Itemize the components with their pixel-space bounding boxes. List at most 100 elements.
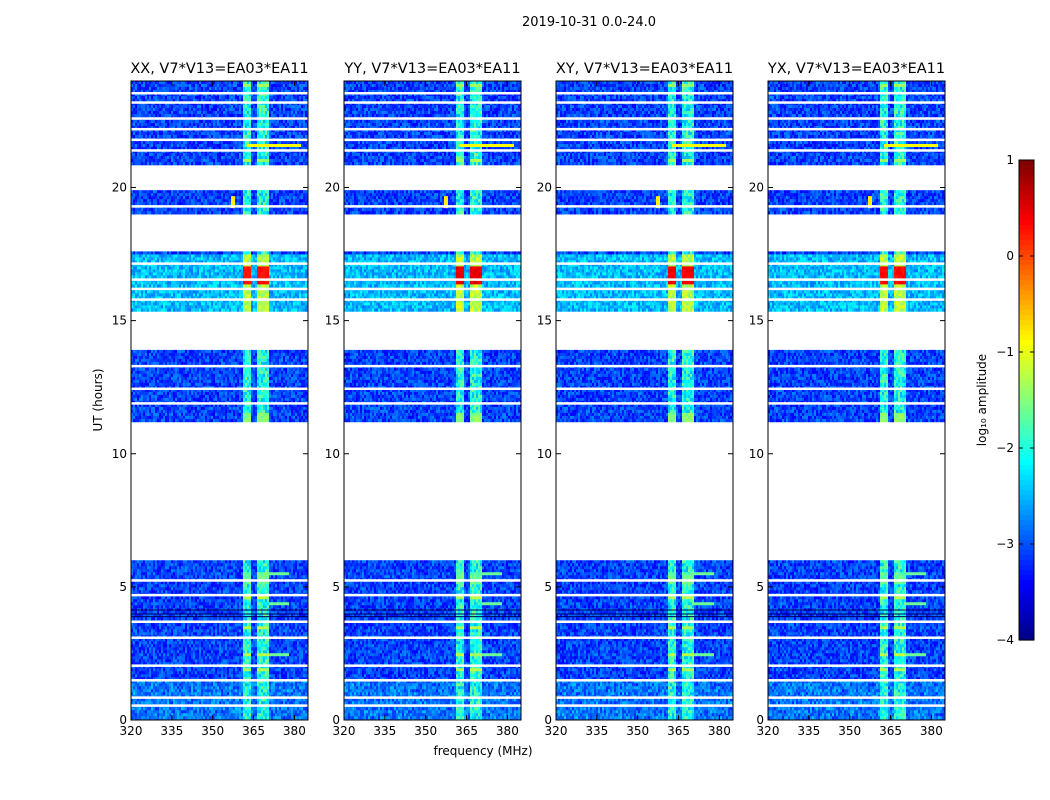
colorbar-segment	[1019, 555, 1034, 561]
colorbar-segment	[1019, 365, 1034, 371]
colorbar-segment	[1019, 415, 1034, 421]
colorbar-segment	[1019, 215, 1034, 221]
x-tick-label: 335	[373, 724, 396, 738]
colorbar-segment	[1019, 440, 1034, 446]
colorbar-segment	[1019, 185, 1034, 191]
colorbar-segment	[1019, 450, 1034, 456]
y-tick-label: 15	[749, 314, 764, 328]
colorbar-segment	[1019, 595, 1034, 601]
x-tick-label: 380	[708, 724, 731, 738]
colorbar-segment	[1019, 485, 1034, 491]
x-tick-label: 335	[797, 724, 820, 738]
x-tick-label: 320	[120, 724, 143, 738]
colorbar-segment	[1019, 625, 1034, 631]
heatmap-1	[344, 81, 521, 720]
y-tick-label: 15	[112, 314, 127, 328]
colorbar-segment	[1019, 605, 1034, 611]
colorbar-segment	[1019, 385, 1034, 391]
colorbar-segment	[1019, 600, 1034, 606]
y-tick-label: 10	[112, 447, 127, 461]
x-tick-label: 350	[838, 724, 861, 738]
colorbar-segment	[1019, 180, 1034, 186]
colorbar-segment	[1019, 400, 1034, 406]
y-tick-label: 5	[544, 580, 552, 594]
colorbar-segment	[1019, 235, 1034, 241]
axes-frame	[555, 80, 734, 721]
colorbar-segment	[1019, 510, 1034, 516]
colorbar-segment	[1019, 210, 1034, 216]
colorbar-segment	[1019, 360, 1034, 366]
colorbar-segment	[1019, 425, 1034, 431]
colorbar-segment	[1019, 580, 1034, 586]
y-tick-label: 10	[537, 447, 552, 461]
x-tick-label: 365	[455, 724, 478, 738]
colorbar-segment	[1019, 590, 1034, 596]
colorbar-segment	[1019, 545, 1034, 551]
y-tick-label: 20	[749, 181, 764, 195]
y-tick-label: 10	[325, 447, 340, 461]
colorbar-segment	[1019, 405, 1034, 411]
panel-title: YY, V7*V13=EA03*EA11	[343, 61, 520, 77]
colorbar-segment	[1019, 465, 1034, 471]
colorbar-segment	[1019, 560, 1034, 566]
y-tick-label: 15	[325, 314, 340, 328]
colorbar-segment	[1019, 390, 1034, 396]
colorbar-segment	[1019, 230, 1034, 236]
axes-frame	[130, 80, 309, 721]
colorbar-segment	[1019, 570, 1034, 576]
panel-title: XY, V7*V13=EA03*EA11	[556, 61, 733, 77]
colorbar-segment	[1019, 280, 1034, 286]
colorbar-segment	[1019, 285, 1034, 291]
colorbar-segment	[1019, 350, 1034, 356]
panels: XX, V7*V13=EA03*EA11 320 335 350 365 380 0 5 10 1…	[112, 61, 946, 738]
colorbar-segment	[1019, 475, 1034, 481]
colorbar-segment	[1019, 455, 1034, 461]
colorbar-segment	[1019, 445, 1034, 451]
x-tick-label: 365	[242, 724, 265, 738]
y-tick-label: 0	[756, 713, 764, 727]
colorbar: 1 0 −1 −2 −3 −4 log₁₀ amplitude	[975, 153, 1035, 647]
colorbar-segment	[1019, 290, 1034, 296]
y-axis-label: UT (hours)	[91, 368, 105, 431]
colorbar-segment	[1019, 320, 1034, 326]
colorbar-segment	[1019, 435, 1034, 441]
panel-0: XX, V7*V13=EA03*EA11 320 335 350 365 380 0 5 10 1…	[112, 61, 309, 738]
colorbar-segment	[1019, 325, 1034, 331]
x-tick-label: 350	[414, 724, 437, 738]
colorbar-segment	[1019, 250, 1034, 256]
colorbar-segment	[1019, 295, 1034, 301]
colorbar-segment	[1019, 265, 1034, 271]
colorbar-segment	[1019, 310, 1034, 316]
y-tick-label: 5	[332, 580, 340, 594]
colorbar-segment	[1019, 255, 1034, 261]
colorbar-segment	[1019, 495, 1034, 501]
colorbar-segment	[1019, 480, 1034, 486]
colorbar-segment	[1019, 460, 1034, 466]
x-tick-label: 380	[496, 724, 519, 738]
x-tick-label: 350	[201, 724, 224, 738]
colorbar-segment	[1019, 535, 1034, 541]
colorbar-segment	[1019, 630, 1034, 636]
x-tick-label: 320	[333, 724, 356, 738]
colorbar-tick-label: −2	[996, 441, 1014, 455]
colorbar-label: log₁₀ amplitude	[975, 354, 989, 446]
x-tick-label: 365	[879, 724, 902, 738]
axes-frame	[343, 80, 522, 721]
colorbar-segment	[1019, 305, 1034, 311]
colorbar-segment	[1019, 175, 1034, 181]
colorbar-tick-label: 1	[1006, 153, 1014, 167]
colorbar-segment	[1019, 410, 1034, 416]
colorbar-segment	[1019, 620, 1034, 626]
colorbar-segment	[1019, 615, 1034, 621]
colorbar-tick-label: −3	[996, 537, 1014, 551]
y-tick-label: 5	[756, 580, 764, 594]
colorbar-segment	[1019, 240, 1034, 246]
y-tick-label: 0	[332, 713, 340, 727]
colorbar-segment	[1019, 355, 1034, 361]
colorbar-segment	[1019, 550, 1034, 556]
colorbar-segment	[1019, 190, 1034, 196]
y-tick-label: 20	[325, 181, 340, 195]
x-tick-label: 335	[160, 724, 183, 738]
colorbar-segment	[1019, 520, 1034, 526]
colorbar-segment	[1019, 530, 1034, 536]
